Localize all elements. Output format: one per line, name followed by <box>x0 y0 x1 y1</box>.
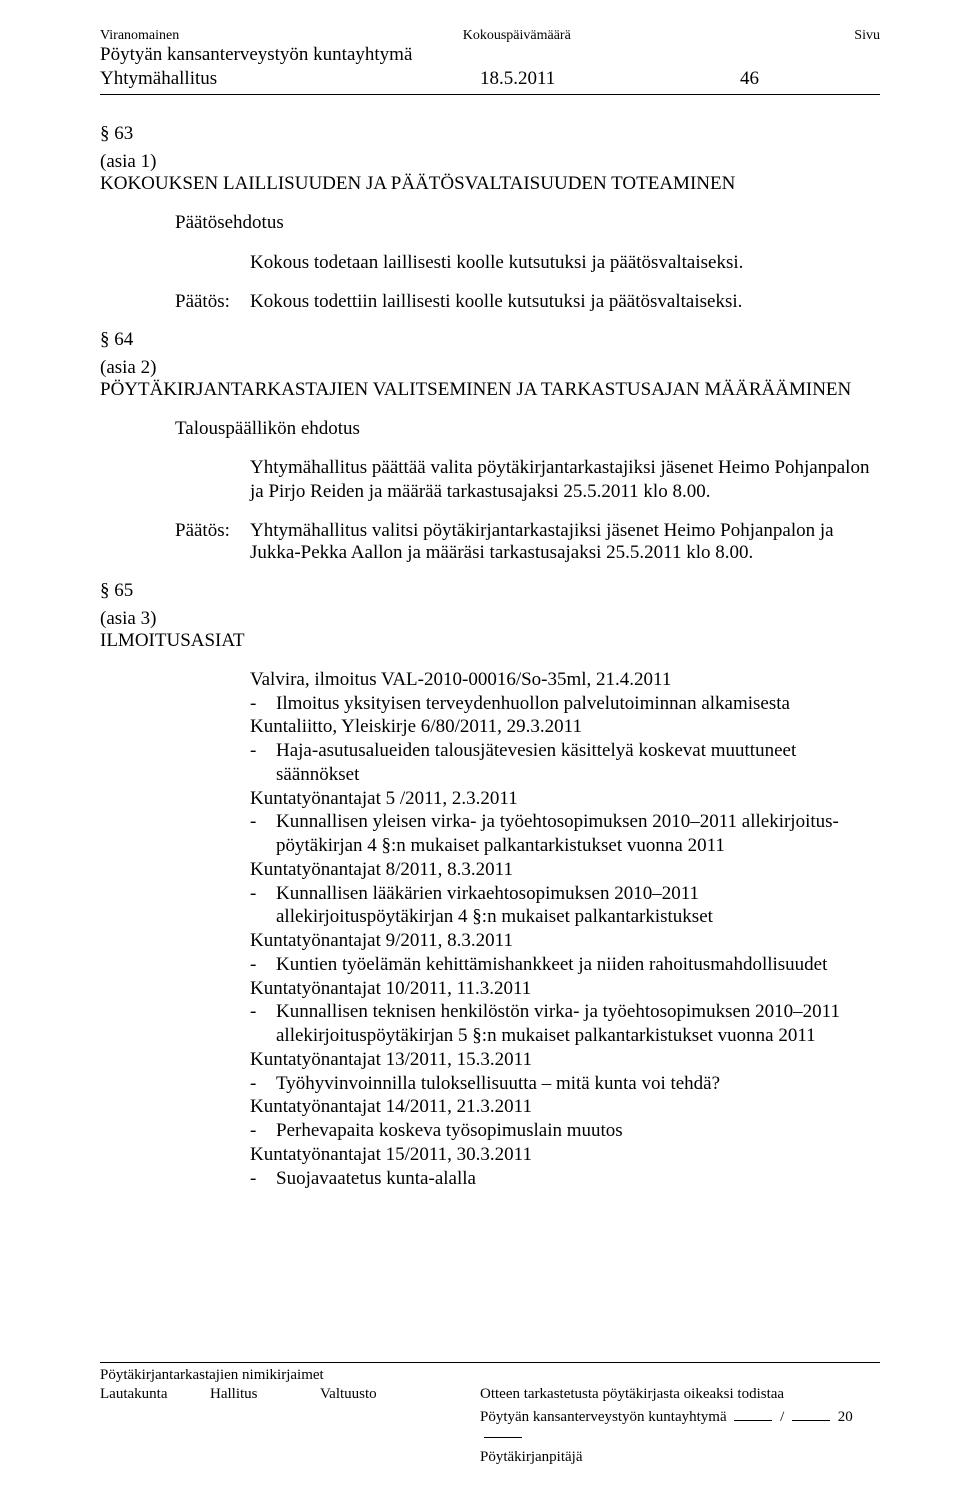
footer-slash: / <box>780 1409 784 1425</box>
s65-bullet: Ilmoitus yksityisen terveydenhuollon pal… <box>250 692 880 716</box>
s65-bullet-list: Kuntien työelämän kehittämishankkeet ja … <box>250 953 880 977</box>
s65-ref: Kuntaliitto, Yleiskirje 6/80/2011, 29.3.… <box>250 715 880 739</box>
footer-line1: Pöytäkirjantarkastajien nimikirjaimet <box>100 1367 880 1384</box>
footer-rule <box>100 1362 880 1363</box>
s65-asia: (asia 3) <box>100 608 880 630</box>
s65-bullet-list: Perhevapaita koskeva työsopimuslain muut… <box>250 1119 880 1143</box>
s65-ref: Kuntatyönantajat 9/2011, 8.3.2011 <box>250 929 880 953</box>
meeting-date: 18.5.2011 <box>480 68 740 90</box>
footer-org: Pöytyän kansanterveystyön kuntayhtymä <box>480 1409 727 1425</box>
s64-paatos-label: Päätös: <box>175 520 250 564</box>
footer-c4: Otteen tarkastetusta pöytäkirjasta oikea… <box>480 1386 880 1403</box>
s65-ref: Kuntatyönantajat 15/2011, 30.3.2011 <box>250 1143 880 1167</box>
label-kokouspvm: Kokouspäivämäärä <box>463 28 571 44</box>
s65-ref: Kuntatyönantajat 14/2011, 21.3.2011 <box>250 1095 880 1119</box>
s65-bullet: Perhevapaita koskeva työsopimuslain muut… <box>250 1119 880 1143</box>
s65-bullet: Kunnallisen lääkärien virkaehtosopimukse… <box>250 882 880 930</box>
s65-bullet: Haja-asutusalueiden talousjätevesien käs… <box>250 739 880 787</box>
footer-blank-year <box>484 1437 522 1438</box>
s65-bullet: Työhyvinvoinnilla tuloksellisuutta – mit… <box>250 1072 880 1096</box>
s63-mark: § 63 <box>100 123 880 145</box>
footer-columns: Lautakunta Hallitus Valtuusto Otteen tar… <box>100 1386 880 1403</box>
header-org: Pöytyän kansanterveystyön kuntayhtymä <box>100 44 880 66</box>
footer-year-prefix: 20 <box>838 1409 853 1425</box>
s65-bullet: Kunnallisen teknisen henkilöstön virka- … <box>250 1000 880 1048</box>
s64-mark: § 64 <box>100 329 880 351</box>
s63-asia: (asia 1) <box>100 151 880 173</box>
s65-mark: § 65 <box>100 580 880 602</box>
page-number: 46 <box>740 68 759 90</box>
s65-bullet-list: Kunnallisen teknisen henkilöstön virka- … <box>250 1000 880 1048</box>
s63-ehdotus-text: Kokous todetaan laillisesti koolle kutsu… <box>250 251 880 275</box>
s65-ref: Kuntatyönantajat 10/2011, 11.3.2011 <box>250 977 880 1001</box>
s64-title: PÖYTÄKIRJANTARKASTAJIEN VALITSEMINEN JA … <box>100 379 880 401</box>
s65-bullet-list: Suojavaatetus kunta-alalla <box>250 1167 880 1191</box>
footer-c3: Valtuusto <box>320 1386 480 1403</box>
footer-line3: Pöytyän kansanterveystyön kuntayhtymä / … <box>480 1409 880 1443</box>
s65-bullet: Kuntien työelämän kehittämishankkeet ja … <box>250 953 880 977</box>
footer-c2: Hallitus <box>210 1386 320 1403</box>
s65-bullet-list: Ilmoitus yksityisen terveydenhuollon pal… <box>250 692 880 716</box>
label-sivu: Sivu <box>854 28 880 44</box>
s65-list: Valvira, ilmoitus VAL-2010-00016/So-35ml… <box>250 668 880 1191</box>
footer-blank-day <box>734 1420 772 1421</box>
s65-bullet-list: Kunnallisen yleisen virka- ja työehtosop… <box>250 810 880 858</box>
s63-paatos-row: Päätös: Kokous todettiin laillisesti koo… <box>100 291 880 313</box>
footer-blank-month <box>792 1420 830 1421</box>
header-subrow: Yhtymähallitus 18.5.2011 46 <box>100 68 880 90</box>
s65-bullet-list: Kunnallisen lääkärien virkaehtosopimukse… <box>250 882 880 930</box>
s64-paatos-text: Yhtymähallitus valitsi pöytäkirjantarkas… <box>250 520 880 564</box>
footer-c1: Lautakunta <box>100 1386 210 1403</box>
footer: Pöytäkirjantarkastajien nimikirjaimet La… <box>100 1362 880 1466</box>
body-name: Yhtymähallitus <box>100 68 480 90</box>
s65-bullet-list: Työhyvinvoinnilla tuloksellisuutta – mit… <box>250 1072 880 1096</box>
s64-ehdotus-label: Talouspäällikön ehdotus <box>175 417 880 441</box>
header-labels: Viranomainen Kokouspäivämäärä Sivu <box>100 28 880 44</box>
s65-ref: Kuntatyönantajat 13/2011, 15.3.2011 <box>250 1048 880 1072</box>
footer-line4: Pöytäkirjanpitäjä <box>480 1449 880 1466</box>
org-name: Pöytyän kansanterveystyön kuntayhtymä <box>100 44 880 66</box>
label-viranomainen: Viranomainen <box>100 28 179 44</box>
s65-bullet: Suojavaatetus kunta-alalla <box>250 1167 880 1191</box>
s63-title: KOKOUKSEN LAILLISUUDEN JA PÄÄTÖSVALTAISU… <box>100 173 880 195</box>
s65-title: ILMOITUSASIAT <box>100 630 880 652</box>
s63-paatos-label: Päätös: <box>175 291 250 313</box>
header-rule <box>100 94 880 95</box>
document-page: Viranomainen Kokouspäivämäärä Sivu Pöyty… <box>0 0 960 1496</box>
s65-bullet-list: Haja-asutusalueiden talousjätevesien käs… <box>250 739 880 787</box>
s65-ref: Kuntatyönantajat 5 /2011, 2.3.2011 <box>250 787 880 811</box>
s64-asia: (asia 2) <box>100 357 880 379</box>
s65-bullet: Kunnallisen yleisen virka- ja työehtosop… <box>250 810 880 858</box>
s64-ehdotus-text: Yhtymähallitus päättää valita pöytäkirja… <box>250 456 880 504</box>
s65-ref: Kuntatyönantajat 8/2011, 8.3.2011 <box>250 858 880 882</box>
s65-ref: Valvira, ilmoitus VAL-2010-00016/So-35ml… <box>250 668 880 692</box>
s63-paatos-text: Kokous todettiin laillisesti koolle kuts… <box>250 291 880 313</box>
s63-ehdotus-label: Päätösehdotus <box>175 211 880 235</box>
s64-paatos-row: Päätös: Yhtymähallitus valitsi pöytäkirj… <box>100 520 880 564</box>
